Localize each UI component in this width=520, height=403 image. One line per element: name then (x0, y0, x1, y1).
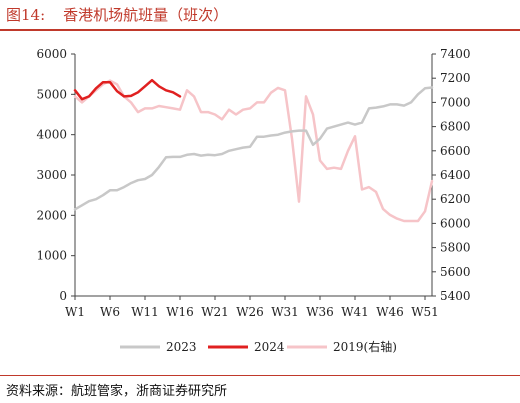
y-left-tick-label: 2000 (36, 208, 67, 222)
legend-item-2023: 2023 (120, 340, 197, 354)
y-right-tick-label: 6000 (440, 216, 471, 230)
series-line-2023 (73, 86, 434, 211)
x-tick-label: W16 (166, 305, 194, 319)
y-right-tick-label: 5400 (440, 289, 471, 303)
x-tick-label: W51 (411, 305, 439, 319)
x-tick-label: W26 (236, 305, 264, 319)
source-divider (0, 375, 520, 376)
y-right-tick-label: 6200 (440, 192, 471, 206)
legend-item-2024: 2024 (208, 340, 285, 354)
source-note: 资料来源：航班管家，浙商证券研究所 (6, 384, 228, 399)
legend-label: 2019(右轴) (333, 339, 397, 354)
x-tick-label: W46 (376, 305, 404, 319)
y-right-tick-label: 5600 (440, 265, 471, 279)
y-left-tick-label: 1000 (36, 249, 67, 263)
y-right-tick-label: 5800 (440, 241, 471, 255)
y-left-tick-label: 0 (59, 289, 67, 303)
legend: 2023 2024 2019(右轴) (120, 339, 397, 354)
x-tick-label: W31 (271, 305, 299, 319)
y-right-tick-label: 6800 (440, 120, 471, 134)
legend-label: 2023 (166, 340, 197, 354)
y-left-tick-label: 3000 (36, 168, 67, 182)
x-tick-label: W1 (65, 305, 85, 319)
title-divider (0, 29, 520, 31)
x-tick-label: W11 (131, 305, 159, 319)
y-right-tick-label: 6600 (440, 144, 471, 158)
legend-item-2019: 2019(右轴) (287, 339, 397, 354)
y-left-tick-label: 4000 (36, 128, 67, 142)
y-right-tick-label: 6400 (440, 168, 471, 182)
x-tick-label: W36 (306, 305, 334, 319)
series-line-2019 (73, 79, 434, 223)
figure-title-text: 香港机场航班量（班次） (63, 6, 229, 24)
series-layer (73, 78, 434, 223)
y-left-tick-label: 6000 (36, 47, 67, 61)
x-tick-label: W21 (201, 305, 229, 319)
x-tick-label: W41 (341, 305, 369, 319)
y-left-tick-label: 5000 (36, 87, 67, 101)
figure-label: 图14: (6, 6, 46, 24)
y-right-tick-label: 7200 (440, 71, 471, 85)
x-tick-label: W6 (100, 305, 120, 319)
y-right-tick-label: 7000 (440, 95, 471, 109)
series-line-2024 (73, 78, 182, 101)
figure-title: 图14: 香港机场航班量（班次） (6, 4, 228, 25)
legend-label: 2024 (254, 340, 285, 354)
y-right-tick-label: 7400 (440, 47, 471, 61)
axes-layer: 0 1000 2000 3000 4000 5000 6000 5400 5600 5800 600… (36, 47, 470, 319)
